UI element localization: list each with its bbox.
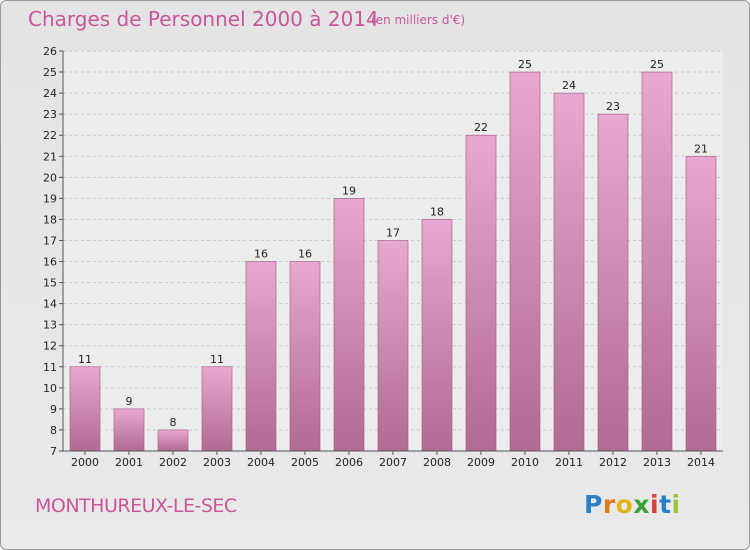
value-label: 17 (386, 226, 400, 239)
axes (59, 50, 723, 455)
y-tick-label: 9 (50, 403, 57, 416)
x-tick-label: 2013 (643, 456, 671, 469)
y-tick-label: 20 (43, 171, 57, 184)
logo-letter: x (633, 490, 650, 519)
y-tick-label: 7 (50, 445, 57, 458)
bar-2011 (553, 92, 585, 452)
y-tick-labels: 7 8 9 10 11 12 13 14 15 16 17 18 19 20 21 22 23 24 25 26 (43, 45, 57, 458)
y-tick-label: 19 (43, 192, 57, 205)
x-tick-label: 2010 (511, 456, 539, 469)
logo-letter: i (650, 490, 660, 519)
chart-title: Charges de Personnel 2000 à 2014 (28, 7, 379, 31)
x-tick-labels: 2000 2001 2002 2003 2004 2005 2006 2007 2008 2009… (71, 456, 715, 469)
bar-2012 (597, 113, 629, 452)
value-label: 24 (562, 79, 576, 92)
x-tick-label: 2003 (203, 456, 231, 469)
y-tick-label: 13 (43, 319, 57, 332)
bar-2004 (245, 261, 277, 452)
value-label: 18 (430, 205, 444, 218)
bar-2009 (465, 134, 497, 452)
logo-letter: o (615, 490, 634, 519)
value-label: 23 (606, 100, 620, 113)
y-tick-label: 26 (43, 45, 57, 58)
y-tick-label: 24 (43, 87, 57, 100)
town-name: MONTHUREUX-LE-SEC (35, 495, 237, 517)
bars (69, 71, 717, 452)
bar-2008 (421, 219, 453, 452)
bar-2001 (113, 408, 145, 452)
y-tick-label: 11 (43, 361, 57, 374)
x-tick-label: 2014 (687, 456, 715, 469)
y-tick-label: 16 (43, 256, 57, 269)
proxiti-logo: Proxiti (584, 490, 681, 519)
x-tick-label: 2011 (555, 456, 583, 469)
x-tick-label: 2005 (291, 456, 319, 469)
y-tick-label: 18 (43, 213, 57, 226)
value-label: 19 (342, 184, 356, 197)
bar-2002 (157, 429, 189, 452)
bar-2003 (201, 366, 233, 452)
x-tick-label: 2008 (423, 456, 451, 469)
value-label: 9 (126, 395, 133, 408)
value-label: 25 (650, 58, 664, 71)
value-label: 11 (78, 353, 92, 366)
y-tick-label: 23 (43, 108, 57, 121)
bar-2000 (69, 366, 101, 452)
x-tick-label: 2006 (335, 456, 363, 469)
bar-2007 (377, 240, 409, 452)
value-label: 16 (254, 248, 268, 261)
y-tick-label: 25 (43, 66, 57, 79)
bar-2013 (641, 71, 673, 452)
value-label: 25 (518, 58, 532, 71)
x-tick-label: 2002 (159, 456, 187, 469)
x-tick-label: 2012 (599, 456, 627, 469)
x-tick-label: 2007 (379, 456, 407, 469)
y-tick-label: 10 (43, 382, 57, 395)
bar-2014 (685, 155, 717, 452)
value-label: 11 (210, 353, 224, 366)
bar-2006 (333, 198, 365, 452)
y-tick-label: 21 (43, 150, 57, 163)
x-tick-label: 2009 (467, 456, 495, 469)
logo-letter: P (584, 490, 603, 519)
y-tick-label: 17 (43, 234, 57, 247)
y-tick-label: 22 (43, 129, 57, 142)
value-label: 21 (694, 142, 708, 155)
value-label: 8 (170, 416, 177, 429)
x-tick-label: 2004 (247, 456, 275, 469)
chart-subtitle: (en milliers d'€) (371, 13, 466, 27)
value-labels: 11 9 8 11 16 16 19 17 18 22 25 24 23 25 21 (78, 58, 708, 429)
x-tick-label: 2000 (71, 456, 99, 469)
logo-letter: t (659, 490, 672, 519)
bar-2010 (509, 71, 541, 452)
y-tick-label: 8 (50, 424, 57, 437)
bar-2005 (289, 261, 321, 452)
logo-letter: i (671, 490, 681, 519)
y-tick-label: 15 (43, 277, 57, 290)
value-label: 16 (298, 248, 312, 261)
y-tick-label: 12 (43, 340, 57, 353)
value-label: 22 (474, 121, 488, 134)
logo-letter: r (602, 490, 616, 519)
y-tick-label: 14 (43, 298, 57, 311)
x-tick-label: 2001 (115, 456, 143, 469)
